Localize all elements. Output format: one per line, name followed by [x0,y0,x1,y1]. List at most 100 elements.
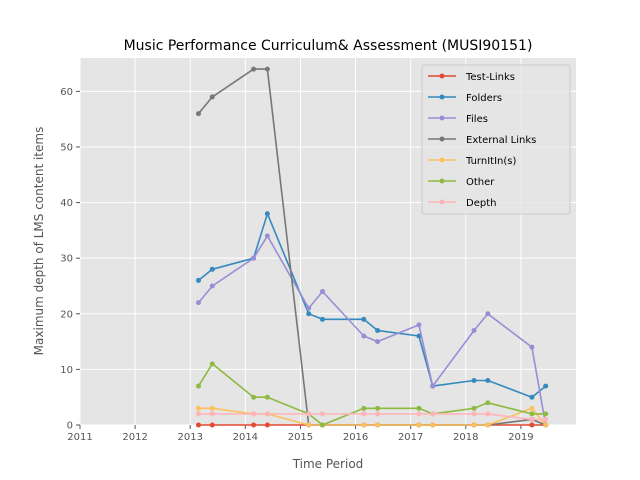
y-tick-label: 10 [60,365,73,376]
data-point-depth [195,411,201,417]
data-point-files [361,333,367,339]
legend: Test-Links Folders Files External Links Turn… [421,64,571,215]
data-point-depth [251,411,257,417]
data-point-depth [416,411,422,417]
axis-ticks: 2011 2012 2013 2014 2015 2016 2017 2018 2019 0 10 2… [60,87,533,443]
data-point-files [416,322,422,328]
data-point-turnitin-s [361,422,367,428]
y-tick-label: 60 [60,87,73,98]
data-point-folders [306,311,312,317]
data-point-files [529,344,535,350]
x-tick-label: 2018 [453,432,478,443]
series-depth [195,411,549,422]
legend-label-files: Files [466,114,488,125]
y-tick-label: 20 [60,309,73,320]
data-point-external-links [209,94,215,100]
data-point-folders [264,211,270,217]
data-point-other [529,411,535,417]
legend-label-test-links: Test-Links [465,72,515,83]
data-point-test-links [251,422,257,428]
data-point-files [264,233,270,239]
data-point-turnitin-s [209,405,215,411]
data-point-files [471,327,477,333]
data-point-folders [471,378,477,384]
data-point-other [375,405,381,411]
x-tick-label: 2012 [122,432,147,443]
x-tick-label: 2016 [343,432,368,443]
legend-marker-other [439,178,445,184]
legend-marker-test-links [439,73,445,79]
data-point-folders [529,394,535,400]
data-point-depth [485,411,491,417]
data-point-depth [319,411,325,417]
data-point-folders [209,266,215,272]
data-point-files [209,283,215,289]
data-point-test-links [209,422,215,428]
data-point-depth [209,411,215,417]
legend-label-turnitin-s: TurnItIn(s) [465,156,516,167]
data-point-other [319,422,325,428]
data-point-turnitin-s [485,422,491,428]
legend-marker-folders [439,94,445,100]
x-tick-label: 2014 [233,432,258,443]
legend-label-folders: Folders [466,93,502,104]
data-point-folders [319,316,325,322]
x-tick-label: 2015 [288,432,313,443]
legend-marker-turnitin-s [439,157,445,163]
data-point-turnitin-s [430,422,436,428]
legend-label-other: Other [466,177,495,188]
legend-label-depth: Depth [466,198,496,209]
data-point-files [319,289,325,295]
data-point-depth [529,416,535,422]
data-point-files [195,300,201,306]
data-point-depth [375,411,381,417]
y-tick-label: 30 [60,254,73,265]
x-tick-label: 2013 [177,432,202,443]
y-tick-label: 40 [60,198,73,209]
data-point-files [485,311,491,317]
data-point-other [485,400,491,406]
data-point-depth [471,411,477,417]
data-point-test-links [264,422,270,428]
data-point-other [209,361,215,367]
x-tick-label: 2019 [508,432,533,443]
data-point-turnitin-s [306,422,312,428]
x-axis-label: Time Period [292,457,364,471]
data-point-files [306,305,312,311]
series-other [195,361,549,428]
data-point-other [471,405,477,411]
data-point-turnitin-s [416,422,422,428]
data-point-other [361,405,367,411]
data-point-turnitin-s [529,405,535,411]
data-point-external-links [251,66,257,72]
data-point-other [543,411,549,417]
data-point-depth [430,411,436,417]
data-point-other [416,405,422,411]
x-tick-label: 2011 [67,432,92,443]
data-point-folders [543,383,549,389]
y-axis-label: Maximum depth of LMS content items [32,127,46,356]
data-point-external-links [264,66,270,72]
data-point-turnitin-s [543,422,549,428]
data-point-files [375,339,381,345]
legend-box [421,64,571,215]
data-point-folders [485,378,491,384]
data-point-files [251,255,257,261]
data-point-test-links [529,422,535,428]
y-tick-label: 50 [60,142,73,153]
data-point-depth [264,411,270,417]
data-point-turnitin-s [471,422,477,428]
y-tick-label: 0 [67,421,73,432]
data-point-other [195,383,201,389]
data-point-folders [361,316,367,322]
data-point-depth [361,411,367,417]
legend-label-external-links: External Links [466,135,536,146]
data-point-turnitin-s [375,422,381,428]
data-point-depth [543,416,549,422]
data-point-files [430,383,436,389]
series-line-files [197,235,547,426]
legend-marker-files [439,115,445,121]
data-point-folders [416,333,422,339]
data-point-test-links [195,422,201,428]
series-layer [195,66,549,428]
